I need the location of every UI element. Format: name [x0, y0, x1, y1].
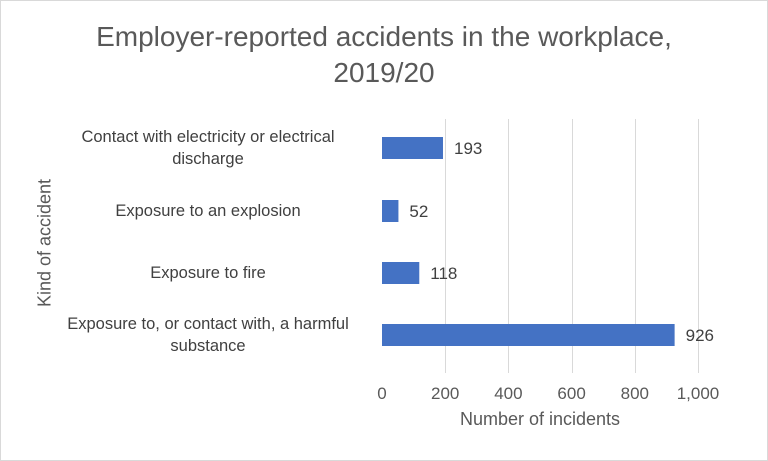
category-label-line: Exposure to fire: [150, 264, 266, 282]
bar: [382, 137, 443, 159]
category-label-line: Contact with electricity or electrical: [81, 128, 335, 146]
x-tick-label: 400: [494, 384, 522, 403]
chart-title-line-1: Employer-reported accidents in the workp…: [96, 21, 672, 52]
data-label: 52: [409, 202, 428, 221]
x-tick-label: 800: [621, 384, 649, 403]
category-label: Contact with electricity or electrical di…: [53, 126, 363, 170]
category-label: Exposure to an explosion: [53, 200, 363, 222]
data-label: 118: [430, 264, 457, 283]
category-label: Exposure to, or contact with, a harmful s…: [53, 313, 363, 357]
chart-title-line-2: 2019/20: [333, 57, 435, 88]
x-axis-label: Number of incidents: [459, 409, 621, 429]
category-label-line: Exposure to an explosion: [115, 202, 301, 220]
chart-title: Employer-reported accidents in the workp…: [1, 19, 767, 91]
data-label: 193: [454, 139, 482, 158]
category-label-line: Exposure to, or contact with, a harmful: [67, 315, 349, 333]
bar: [382, 200, 399, 222]
category-label-line: discharge: [172, 150, 244, 168]
category-label: Exposure to fire: [53, 262, 363, 284]
category-label-line: substance: [170, 337, 246, 355]
x-tick-label: 1,000: [677, 384, 720, 403]
data-label: 926: [686, 326, 714, 345]
bar: [382, 262, 420, 284]
bar: [382, 324, 675, 346]
x-tick-label: 0: [377, 384, 386, 403]
x-tick-label: 200: [431, 384, 459, 403]
x-tick-label: 600: [557, 384, 585, 403]
